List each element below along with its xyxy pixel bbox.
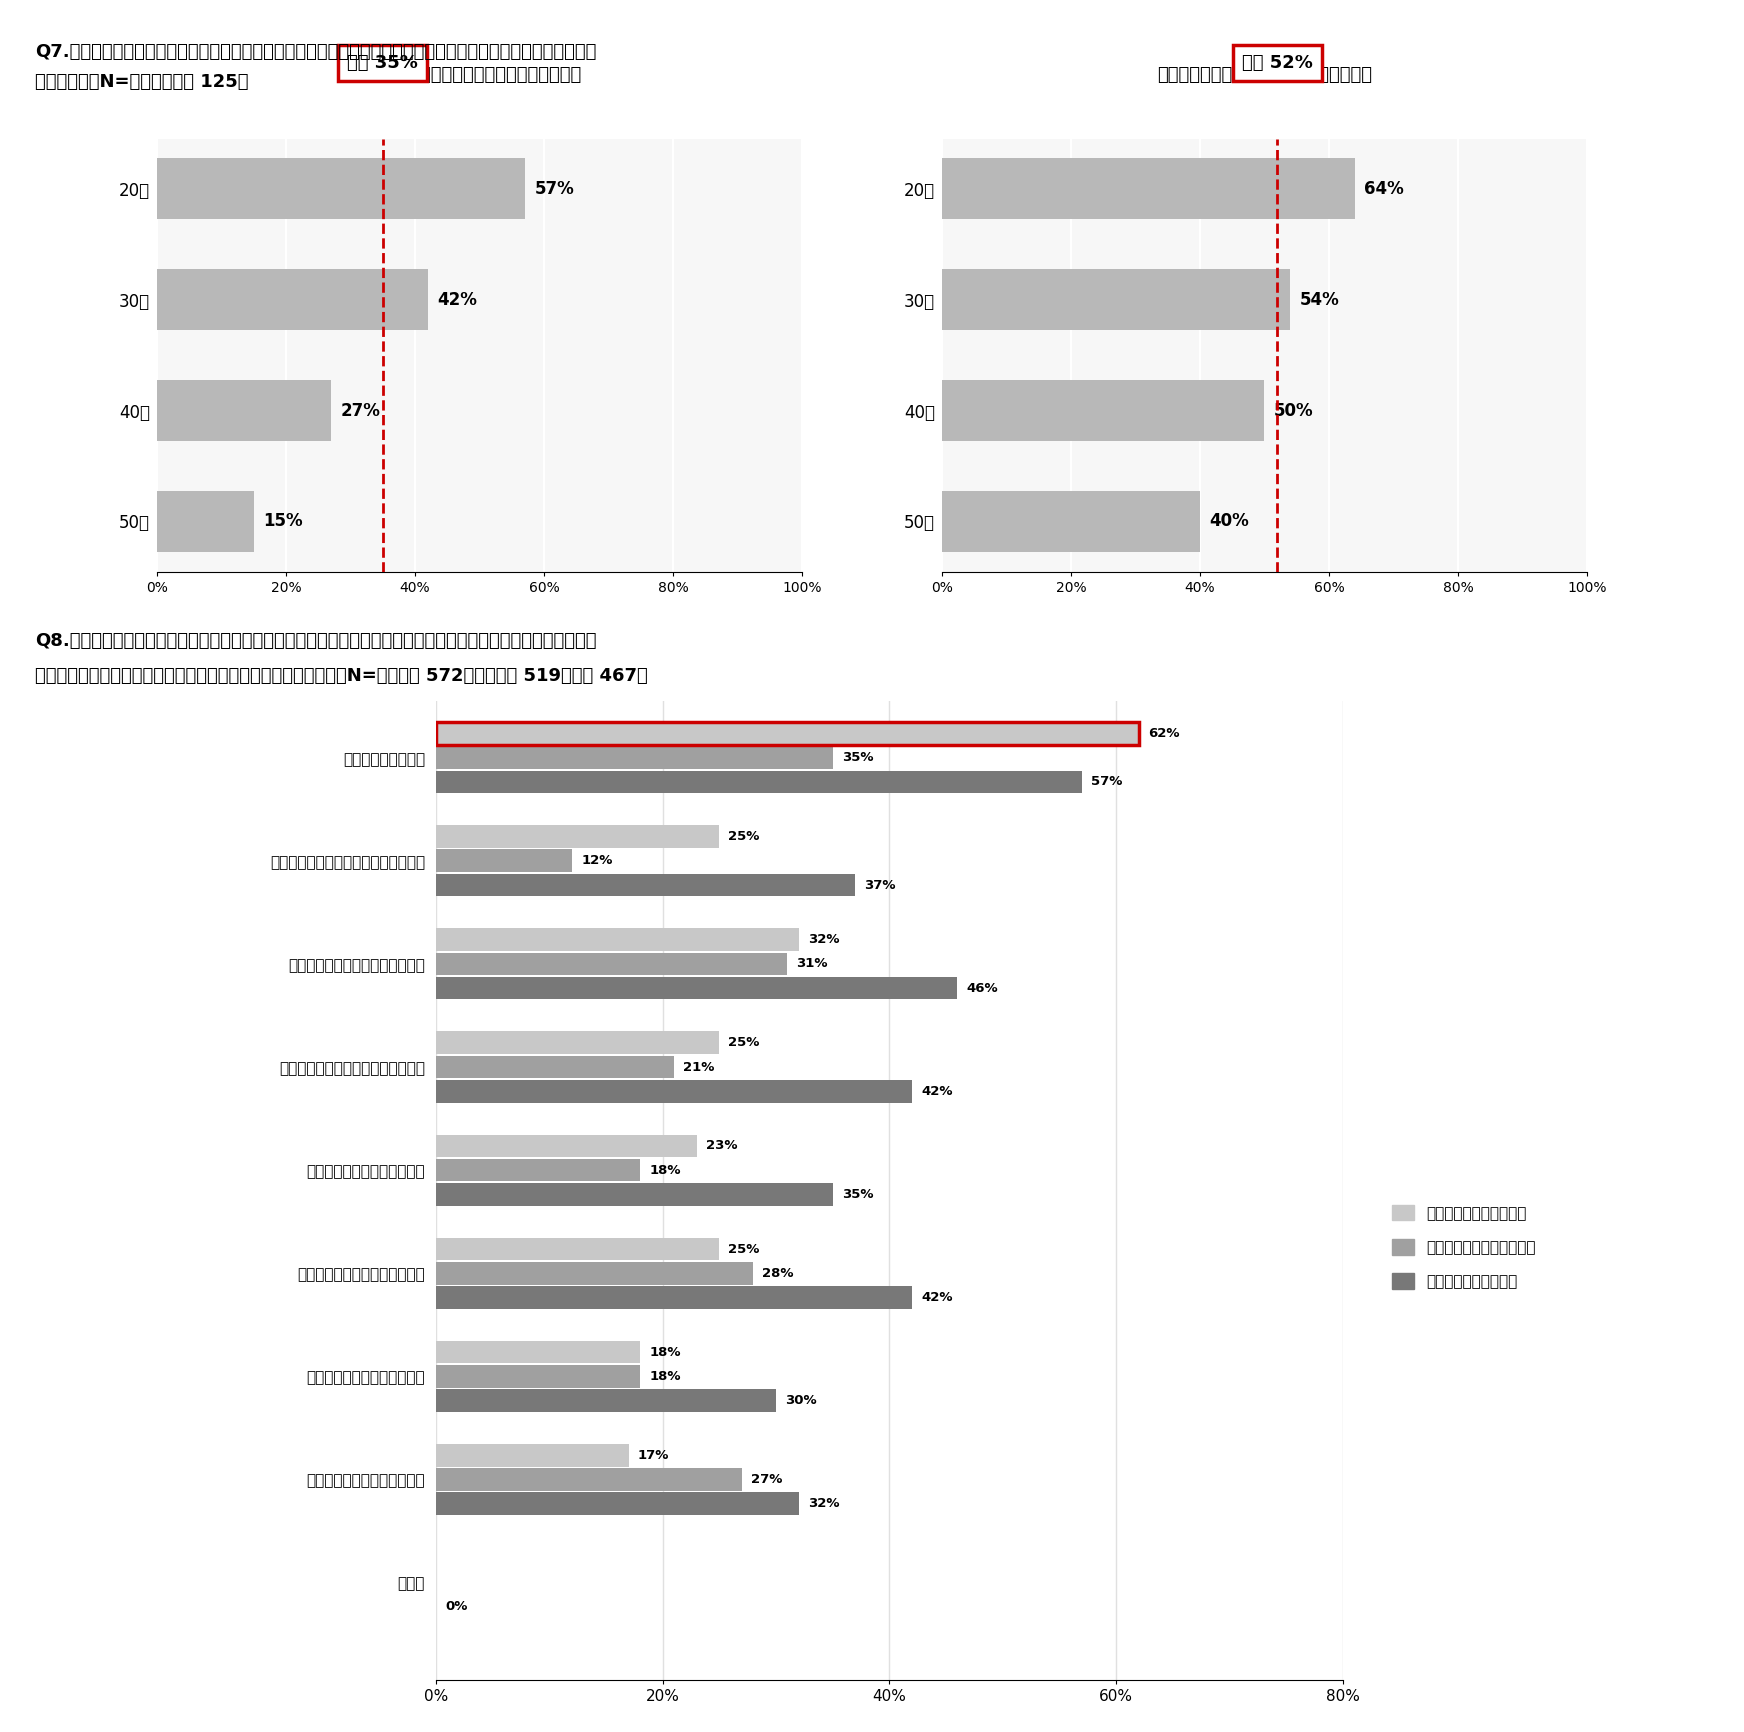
Bar [436, 1032, 719, 1055]
Bar [436, 1389, 776, 1412]
Text: 46%: 46% [966, 982, 998, 994]
Title: 成り行きで決まったルールがある（年代別）: 成り行きで決まったルールがある（年代別） [1156, 66, 1373, 85]
Text: Q8.家事分担のルールがある方に伺います。ルールの内容についてあてはまるものを全て選んでください。また、: Q8.家事分担のルールがある方に伺います。ルールの内容についてあてはまるものを全… [35, 632, 596, 650]
Bar [436, 1159, 640, 1181]
Text: 21%: 21% [684, 1060, 715, 1074]
Bar [436, 953, 788, 975]
Text: 12%: 12% [581, 854, 612, 868]
Bar [436, 1469, 743, 1491]
Bar [436, 977, 957, 999]
Text: 27%: 27% [340, 402, 380, 419]
Text: 37%: 37% [865, 878, 896, 892]
Bar [436, 1493, 799, 1516]
Bar [436, 1287, 912, 1309]
Text: 57%: 57% [534, 180, 574, 197]
Text: 42%: 42% [438, 291, 478, 308]
Text: 18%: 18% [649, 1164, 680, 1176]
Bar [436, 722, 1139, 745]
Text: 32%: 32% [807, 934, 839, 946]
Text: 42%: 42% [921, 1084, 952, 1098]
Text: 42%: 42% [921, 1290, 952, 1304]
Text: 0%: 0% [445, 1600, 467, 1612]
Text: あなたが理想とするルールを全て選んでください。（複数回答、N=話し合い 572、成り行き 519、理想 467）: あなたが理想とするルールを全て選んでください。（複数回答、N=話し合い 572、… [35, 667, 647, 684]
Bar [436, 928, 799, 951]
Bar [436, 1134, 696, 1157]
Title: 話し合いで決めたルールがある（年代別）: 話し合いで決めたルールがある（年代別） [377, 66, 582, 85]
Text: 15%: 15% [263, 513, 303, 530]
Text: Q7.あなたとパートナーの家事分担には、話し合いで決めたルールや、成り行きで決まったルールはありますか。: Q7.あなたとパートナーの家事分担には、話し合いで決めたルールや、成り行きで決ま… [35, 43, 596, 61]
Text: 54%: 54% [1299, 291, 1339, 308]
Text: 23%: 23% [706, 1140, 738, 1152]
Text: 18%: 18% [649, 1346, 680, 1358]
Bar [436, 1365, 640, 1387]
Bar [436, 722, 1139, 745]
Bar [436, 1238, 719, 1261]
Text: 30%: 30% [785, 1394, 816, 1406]
Text: 25%: 25% [729, 830, 760, 843]
Text: 32%: 32% [807, 1496, 839, 1510]
Bar [942, 158, 1355, 220]
Text: 35%: 35% [842, 1188, 874, 1200]
Text: 25%: 25% [729, 1242, 760, 1256]
Text: （単一回答、N=各性別・年代 125）: （単一回答、N=各性別・年代 125） [35, 73, 248, 90]
Bar [436, 873, 855, 897]
Bar [157, 490, 255, 553]
Bar [942, 490, 1200, 553]
Text: 全体 52%: 全体 52% [1242, 54, 1313, 73]
Bar [436, 771, 1081, 793]
Bar [436, 1079, 912, 1103]
Bar [436, 1263, 753, 1285]
Bar [436, 1341, 640, 1363]
Bar [436, 849, 572, 873]
Bar [436, 1444, 628, 1467]
Text: 40%: 40% [1210, 513, 1249, 530]
Text: 62%: 62% [1148, 727, 1179, 740]
Text: 17%: 17% [638, 1448, 670, 1462]
Bar [157, 158, 525, 220]
Bar [942, 268, 1291, 331]
Legend: 話し合いで決めたルール, 成り行きで決まったルール, あなたの理想のルール: 話し合いで決めたルール, 成り行きで決まったルール, あなたの理想のルール [1385, 1199, 1542, 1296]
Text: 50%: 50% [1275, 402, 1313, 419]
Bar [436, 1057, 673, 1079]
Text: 31%: 31% [797, 958, 828, 970]
Text: 35%: 35% [842, 752, 874, 764]
Bar [436, 1183, 834, 1205]
Bar [157, 379, 331, 442]
Text: 57%: 57% [1092, 776, 1123, 788]
Text: 18%: 18% [649, 1370, 680, 1382]
Bar [436, 824, 719, 849]
Text: 27%: 27% [752, 1472, 783, 1486]
Bar [436, 746, 834, 769]
Text: 28%: 28% [762, 1266, 794, 1280]
Text: 64%: 64% [1364, 180, 1404, 197]
Text: 全体 35%: 全体 35% [347, 54, 419, 73]
Text: 25%: 25% [729, 1036, 760, 1050]
Bar [157, 268, 427, 331]
Bar [942, 379, 1264, 442]
